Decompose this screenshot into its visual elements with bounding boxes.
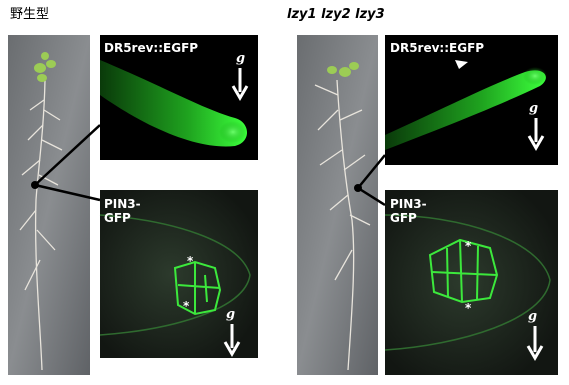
root-fluorescence — [100, 60, 248, 147]
seedling-leaves — [34, 52, 56, 82]
connector — [357, 154, 386, 189]
asterisk: * — [465, 239, 472, 253]
root-outline — [99, 214, 251, 336]
asterisk: * — [183, 299, 190, 313]
connector — [34, 183, 101, 202]
connector — [357, 186, 386, 207]
asterisk: * — [465, 301, 472, 315]
panel-label-line: PIN3- — [104, 197, 141, 211]
gravity-arrow — [231, 68, 249, 101]
gravity-label: g — [529, 101, 538, 116]
seedling-leaves — [327, 62, 359, 77]
gravity-arrow — [223, 324, 241, 357]
panel-label: DR5rev::EGFP — [104, 41, 198, 55]
panel-label-line: PIN3- — [390, 197, 427, 211]
root-system — [314, 79, 371, 371]
gravity-arrow — [527, 118, 545, 151]
panel-label-line: GFP — [390, 211, 417, 225]
gravity-label: g — [226, 307, 235, 322]
gravity-label: g — [528, 309, 537, 324]
plant-photo — [8, 35, 90, 375]
root-tip — [523, 67, 547, 85]
focus-dot — [31, 181, 39, 189]
connector — [34, 124, 101, 186]
pin3-panel — [385, 190, 558, 375]
root-tip — [219, 121, 247, 143]
columella-cells — [173, 260, 222, 316]
panel-label-line: GFP — [104, 211, 131, 225]
arrowhead-marker — [455, 60, 468, 69]
focus-dot — [354, 184, 362, 192]
asterisk: * — [187, 254, 194, 268]
gravity-arrow — [526, 326, 544, 361]
genotype-label: 野生型 — [10, 7, 49, 22]
root-outline — [384, 214, 551, 351]
gravity-label: g — [236, 51, 245, 66]
root-fluorescence — [385, 70, 546, 150]
root-system — [19, 79, 63, 371]
genotype-label: lzy1 lzy2 lzy3 — [287, 7, 385, 22]
columella-cells — [428, 238, 499, 304]
panel-label: DR5rev::EGFP — [390, 41, 484, 55]
